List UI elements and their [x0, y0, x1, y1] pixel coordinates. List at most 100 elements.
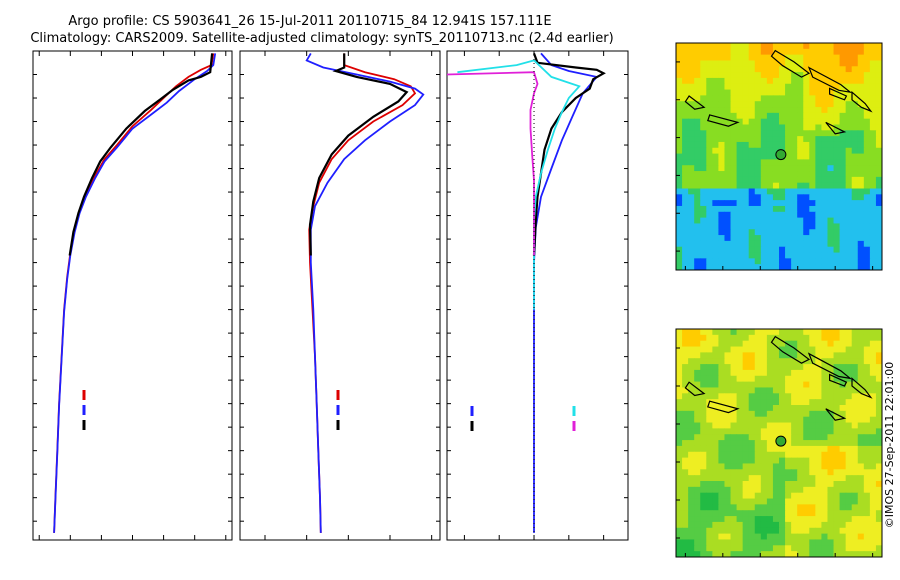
map-cell: [827, 463, 835, 470]
map-cell: [682, 451, 689, 459]
map-cell: [803, 118, 810, 125]
island-outline: [851, 90, 873, 113]
map-cell: [718, 159, 725, 166]
map-cell: [833, 399, 841, 406]
map-cell: [688, 434, 695, 441]
map-cell: [682, 440, 689, 447]
map-cell: [772, 136, 780, 143]
map-cell: [742, 516, 750, 523]
map-cell: [863, 130, 871, 137]
map-cell: [748, 141, 756, 149]
map-cell: [718, 171, 725, 178]
map-cell: [869, 66, 877, 73]
map-cell: [730, 171, 738, 178]
map-cell: [676, 346, 683, 353]
map-cell: [845, 486, 853, 494]
map-cell: [845, 112, 853, 120]
map-cell: [821, 521, 828, 529]
map-cell: [712, 516, 719, 523]
map-cell: [815, 217, 822, 224]
map-cell: [839, 340, 847, 348]
map-cell: [821, 264, 828, 271]
map-cell: [676, 205, 683, 213]
map-cell: [736, 469, 744, 476]
map-cell: [682, 240, 689, 248]
map-cell: [760, 521, 768, 529]
map-cell: [869, 124, 877, 131]
map-cell: [736, 410, 744, 418]
map-cell: [809, 188, 816, 195]
map-cell: [706, 48, 713, 56]
map-cell: [700, 188, 707, 195]
map-cell: [766, 422, 774, 429]
difference-panel-frame: [446, 50, 629, 541]
map-cell: [718, 118, 725, 125]
map-cell: [785, 539, 792, 546]
map-cell: [742, 445, 750, 453]
map-cell: [797, 352, 804, 359]
map-cell: [779, 182, 786, 190]
map-cell: [676, 399, 683, 406]
map-cell: [815, 159, 822, 166]
map-cell: [845, 358, 853, 365]
map-cell: [809, 60, 816, 67]
map-cell: [851, 264, 859, 271]
map-cell: [785, 101, 792, 108]
map-cell: [809, 381, 816, 388]
map-cell: [797, 95, 804, 102]
map-cell: [851, 118, 859, 125]
map-cell: [724, 393, 732, 400]
map-cell: [706, 211, 713, 219]
map-cell: [766, 176, 774, 184]
map-cell: [736, 399, 744, 406]
map-cell: [869, 399, 877, 406]
map-cell: [772, 358, 780, 365]
map-cell: [688, 188, 695, 195]
map-cell: [718, 416, 725, 424]
map-cell: [754, 130, 762, 137]
map-cell: [779, 240, 786, 248]
map-cell: [785, 159, 792, 166]
map-cell: [827, 205, 835, 213]
map-cell: [791, 457, 798, 464]
map-cell: [706, 66, 713, 73]
map-cell: [833, 451, 841, 459]
map-cell: [772, 171, 780, 178]
map-cell: [821, 176, 828, 184]
map-cell: [724, 95, 732, 102]
map-cell: [682, 147, 689, 155]
map-cell: [730, 329, 738, 336]
map-cell: [754, 393, 762, 400]
map-cell: [803, 95, 810, 102]
map-cell: [682, 223, 689, 230]
map-cell: [869, 410, 877, 418]
map-cell: [857, 83, 865, 91]
map-cell: [821, 258, 828, 265]
map-cell: [742, 399, 750, 406]
map-cell: [851, 171, 859, 178]
map-cell: [706, 54, 713, 61]
map-cell: [736, 89, 744, 96]
map-cell: [809, 393, 816, 400]
map-cell: [724, 48, 732, 56]
map-cell: [676, 77, 683, 85]
map-cell: [863, 521, 871, 529]
map-cell: [682, 533, 689, 540]
map-cell: [766, 492, 774, 500]
map-cell: [736, 246, 744, 254]
map-cell: [839, 217, 847, 224]
map-cell: [851, 545, 859, 552]
map-cell: [785, 147, 792, 155]
map-cell: [706, 440, 713, 447]
map-cell: [772, 235, 780, 242]
map-cell: [694, 101, 701, 108]
map-cell: [827, 66, 835, 73]
map-cell: [845, 101, 853, 108]
map-cell: [839, 101, 847, 108]
map-cell: [863, 539, 871, 546]
map-cell: [760, 387, 768, 394]
map-cell: [700, 124, 707, 131]
map-cell: [797, 43, 804, 50]
map-cell: [833, 346, 841, 353]
map-cell: [676, 457, 683, 464]
